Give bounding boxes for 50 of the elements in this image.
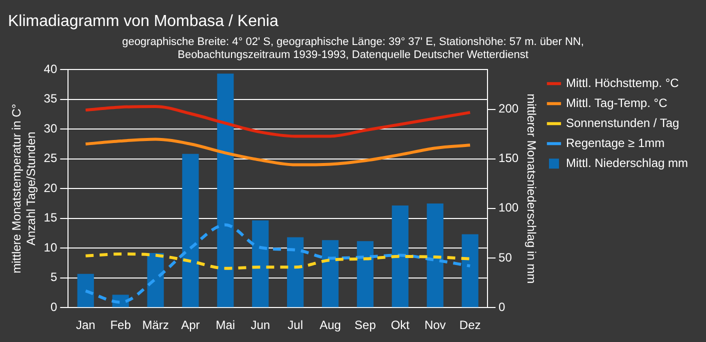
y2-tick-label: 100 bbox=[498, 200, 519, 215]
line-series bbox=[84, 138, 472, 166]
y2-axis-title: mittlerer Monatsniederschlag in mm bbox=[524, 94, 538, 284]
x-tick-label: Dez bbox=[459, 318, 481, 332]
bar bbox=[217, 74, 234, 308]
bar bbox=[147, 253, 164, 308]
y2-tick-label: 0 bbox=[498, 300, 506, 314]
bar bbox=[77, 274, 94, 308]
y-tick-label: 10 bbox=[44, 240, 58, 254]
y-tick-label: 5 bbox=[50, 270, 58, 284]
chart-title: Klimadiagramm von Mombasa / Kenia bbox=[8, 13, 278, 30]
x-tick-label: März bbox=[142, 318, 169, 332]
bar bbox=[426, 203, 444, 308]
bar bbox=[356, 241, 374, 308]
legend-label: Regentage ≥ 1mm bbox=[566, 136, 665, 150]
y-tick-label: 0 bbox=[50, 300, 58, 314]
y2-tick-label: 150 bbox=[498, 151, 519, 166]
y-tick-label: 40 bbox=[44, 62, 58, 76]
y-tick-label: 20 bbox=[44, 180, 58, 195]
x-tick-label: Apr bbox=[181, 318, 200, 332]
x-tick-label: Jul bbox=[288, 318, 303, 332]
x-tick-label: Jan bbox=[76, 318, 96, 332]
x-tick-label: Mai bbox=[216, 318, 236, 332]
bar bbox=[182, 154, 199, 308]
line-series bbox=[84, 252, 472, 270]
legend-label: Mittl. Tag-Temp. °C bbox=[566, 96, 668, 110]
y2-tick-label: 200 bbox=[498, 102, 519, 116]
legend-label: Mittl. Höchsttemp. °C bbox=[566, 76, 680, 90]
chart-subtitle: geographische Breite: 4° 02' S, geographische Länge: 39° 37' E, Stationshöhe: 57 m. über NN, Beobachtungszeitraum 1939-1993, Datenquelle Deutscher Wetterdienst bbox=[122, 36, 584, 62]
x-tick-label: Jun bbox=[250, 318, 270, 332]
legend-label: Sonnenstunden / Tag bbox=[566, 116, 680, 130]
bar bbox=[462, 234, 478, 308]
bar bbox=[252, 220, 269, 308]
line-series bbox=[84, 223, 472, 304]
bar bbox=[322, 240, 339, 308]
y-axis-title: mittlere Monatstemperatur in C° Anzahl Tage/Stunden bbox=[10, 104, 38, 274]
x-tick-label: Nov bbox=[424, 318, 446, 332]
x-tick-label: Sep bbox=[354, 318, 376, 332]
y-tick-label: 30 bbox=[44, 121, 58, 136]
y-tick-label: 25 bbox=[44, 151, 58, 166]
line-series bbox=[84, 104, 472, 138]
x-tick-label: Aug bbox=[320, 318, 341, 332]
legend-label: Mittl. Niederschlag mm bbox=[566, 156, 688, 170]
bar bbox=[392, 205, 408, 308]
y-tick-label: 35 bbox=[44, 92, 58, 106]
y-tick-label: 15 bbox=[44, 210, 58, 225]
y2-tick-label: 50 bbox=[498, 250, 512, 264]
bar bbox=[287, 237, 304, 308]
x-tick-label: Feb bbox=[110, 318, 132, 332]
x-tick-label: Okt bbox=[390, 318, 410, 332]
